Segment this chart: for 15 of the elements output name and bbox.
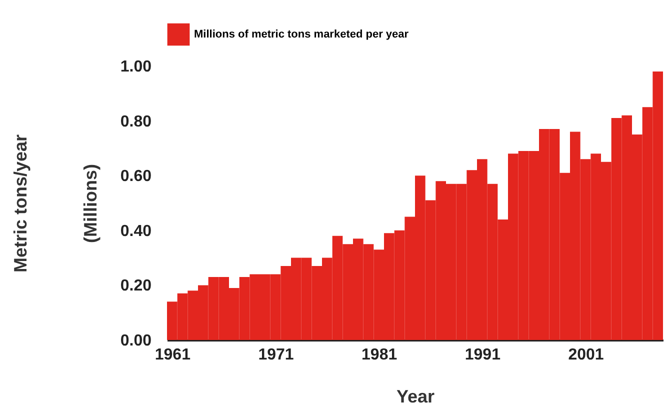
x-tick-label: 1981 [362, 346, 398, 364]
x-tick-label: 1961 [154, 346, 191, 364]
x-tick-label: 1971 [258, 346, 294, 364]
y-axis-title: Metric tons/year [10, 134, 30, 273]
y-tick-label: 0.60 [120, 168, 152, 186]
y-tick-label: 1.00 [120, 58, 152, 76]
y-tick-label: 0.20 [120, 278, 152, 295]
y-tick-label: 0.40 [120, 222, 152, 240]
text: (Millions) [80, 164, 100, 243]
y-tick-label: 0.00 [120, 332, 152, 350]
x-axis-title: Year [396, 386, 435, 406]
x-tick-label: 2001 [568, 346, 604, 364]
y-tick-label: 0.80 [120, 113, 152, 130]
legend-label: Millions of metric tons marketed per year [194, 28, 410, 40]
x-tick-label: 1991 [464, 346, 501, 364]
